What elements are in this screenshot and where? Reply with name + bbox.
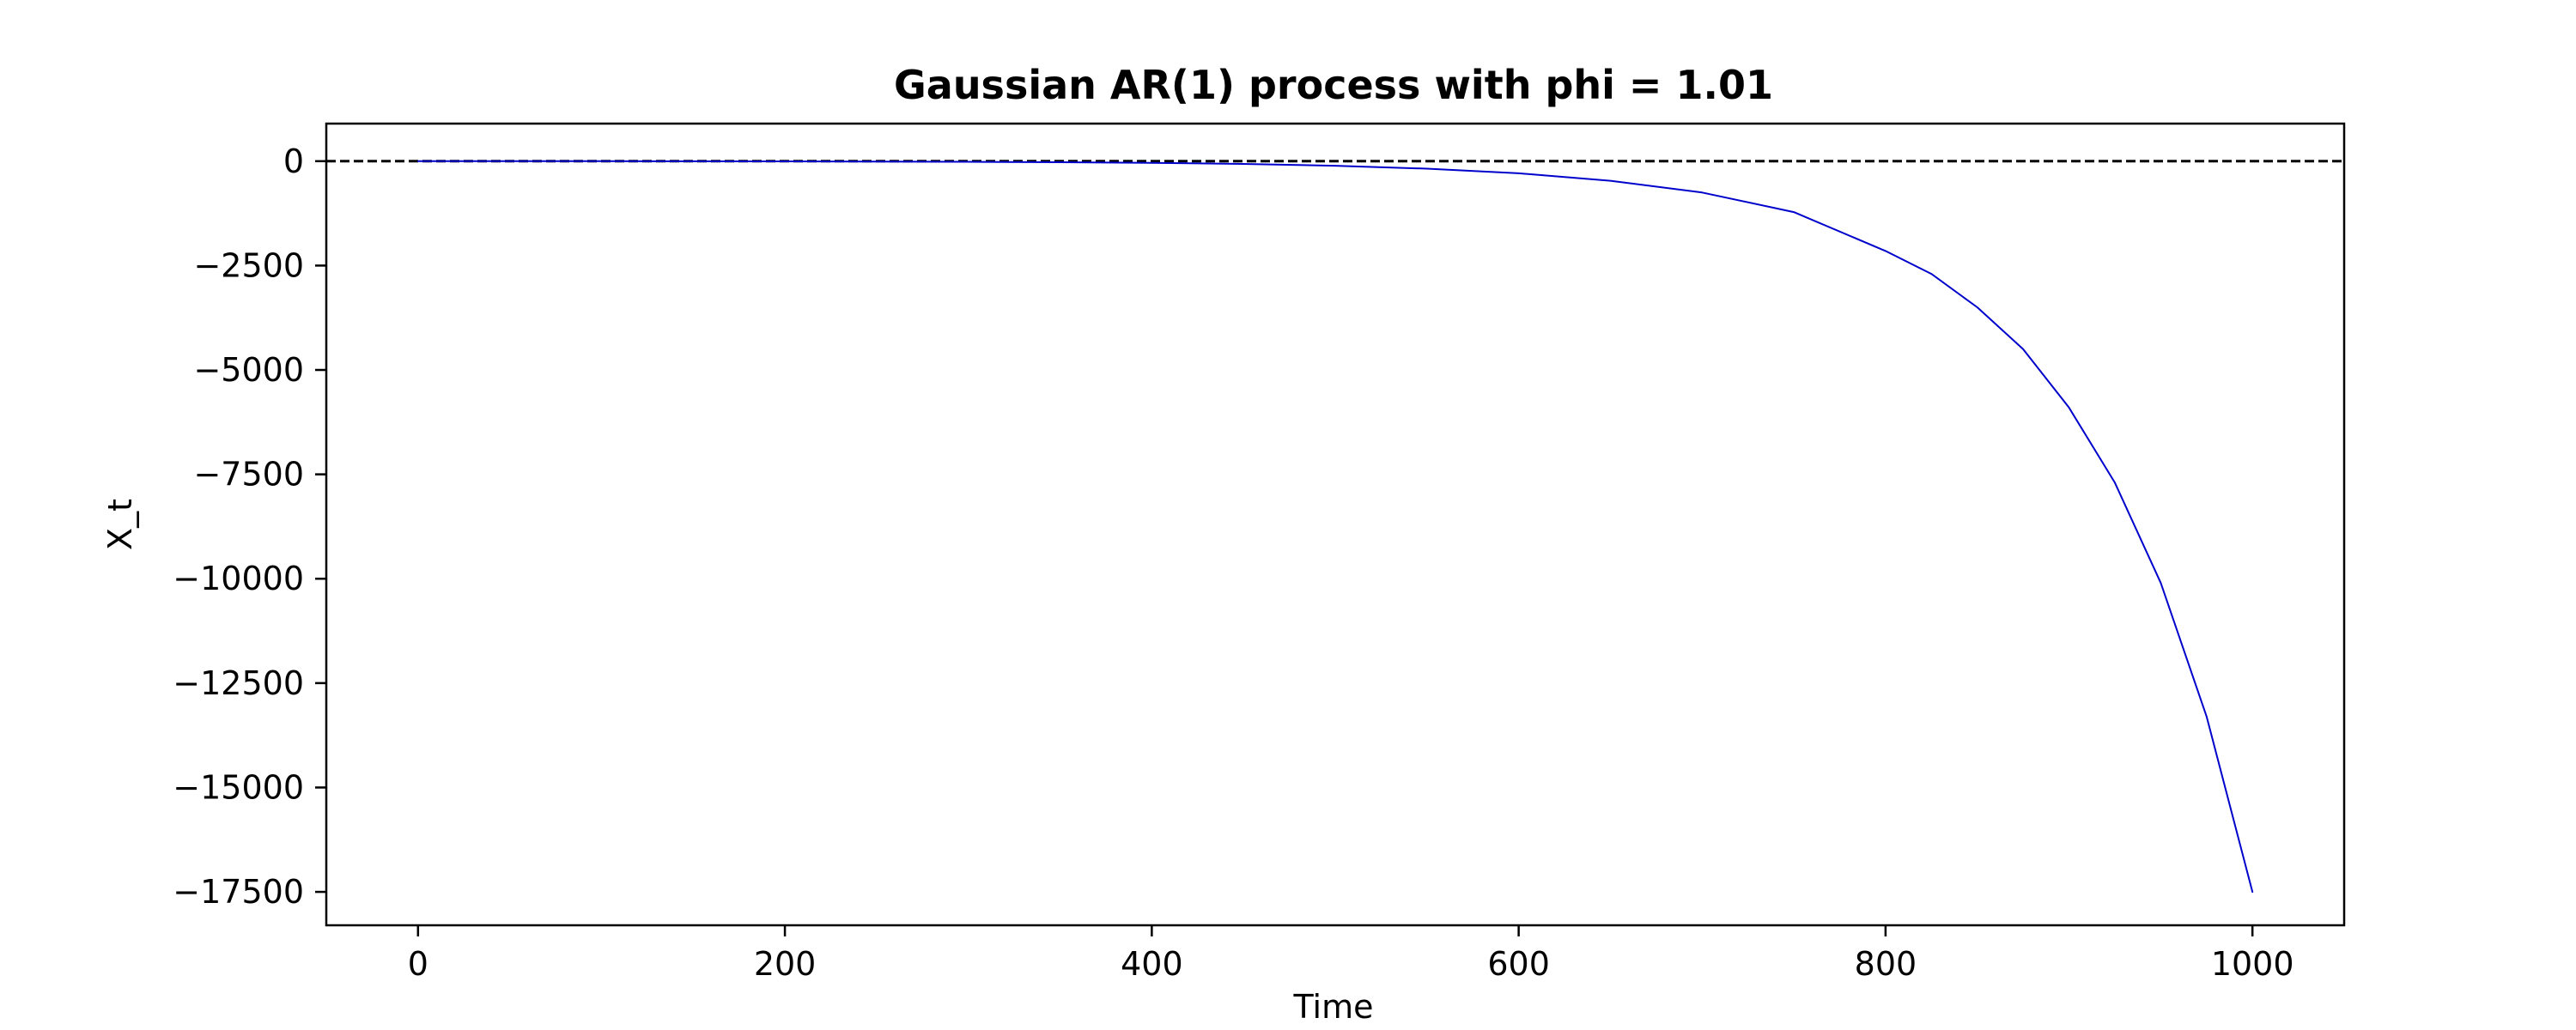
y-tick-label: 0	[283, 142, 304, 180]
y-tick-label: −5000	[193, 351, 304, 389]
x-tick-label: 800	[1855, 945, 1917, 983]
x-tick-label: 1000	[2211, 945, 2294, 983]
x-tick-label: 0	[408, 945, 428, 983]
x-axis-label: Time	[1293, 988, 1374, 1026]
plot-area	[326, 160, 2344, 894]
plot-frame	[325, 122, 2346, 927]
y-axis-ticks: 0 −2500 −5000 −7500 −10000 −12500 −15000 −17500	[173, 142, 326, 911]
x-tick-label: 600	[1487, 945, 1550, 983]
x-tick-label: 400	[1121, 945, 1183, 983]
y-tick-label: −15000	[173, 768, 304, 806]
chart-title: Gaussian AR(1) process with phi = 1.01	[894, 62, 1773, 108]
y-axis-label: X_t	[101, 499, 139, 550]
y-tick-label: −10000	[173, 560, 304, 597]
y-tick-label: −2500	[193, 246, 304, 284]
x-axis-ticks: 0 200 400 600 800 1000	[408, 925, 2294, 983]
y-tick-label: −17500	[173, 873, 304, 911]
y-tick-label: −12500	[173, 664, 304, 702]
y-tick-label: −7500	[193, 456, 304, 494]
x-tick-label: 200	[754, 945, 817, 983]
series-line	[416, 160, 2254, 894]
